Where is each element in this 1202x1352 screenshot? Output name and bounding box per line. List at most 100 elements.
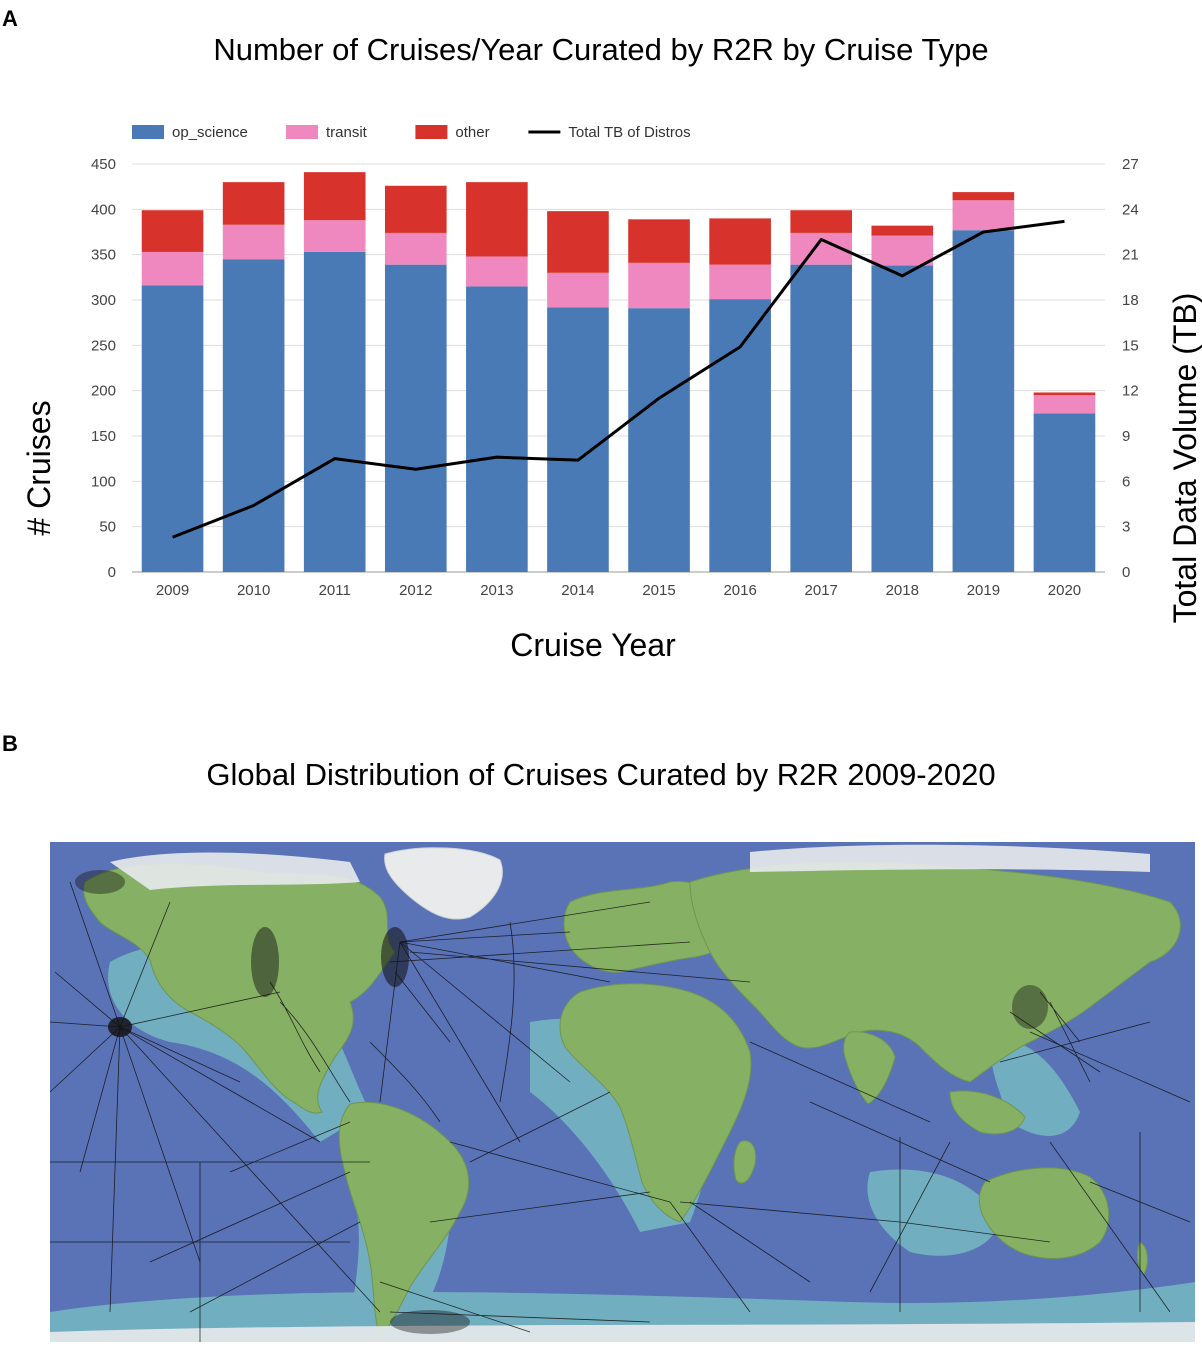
bar-op_science-2011 <box>303 251 366 573</box>
bar-transit-2010 <box>222 224 285 260</box>
x-tick-label: 2015 <box>642 582 675 599</box>
greenland <box>384 847 503 920</box>
bar-op_science-2010 <box>222 259 285 572</box>
cruise-tracks <box>50 881 1191 1342</box>
x-tick-label: 2018 <box>886 582 919 599</box>
bar-other-2010 <box>222 182 285 225</box>
y-tick-label: 150 <box>91 428 116 445</box>
line-series <box>171 219 1065 539</box>
legend-swatch-op_science <box>132 125 164 139</box>
x-axis-ticks: 2009 2010 2011 2012 2013 2014 2015 2016 2017 2018… <box>156 582 1081 599</box>
grid-lines <box>132 163 1105 573</box>
left-axis-ticks: 0 50 100 150 200 250 300 350 400 450 <box>91 156 116 581</box>
bar-transit-2015 <box>628 262 690 309</box>
x-tick-label: 2011 <box>319 582 351 599</box>
bar-op_science-2019 <box>952 230 1015 573</box>
bar-other-2015 <box>628 219 690 263</box>
bar-transit-2012 <box>384 232 447 265</box>
bar-other-2016 <box>709 218 771 265</box>
dense-track-clusters <box>75 870 1048 1334</box>
bar-other-2017 <box>790 210 853 233</box>
y-axis-title: # Cruises <box>21 400 57 535</box>
bar-transit-2018 <box>871 235 934 266</box>
legend-swatch-transit <box>286 125 318 139</box>
bar-other-2011 <box>303 172 366 221</box>
y-tick-label: 300 <box>91 292 116 309</box>
x-tick-label: 2012 <box>399 582 432 599</box>
legend-label-transit: transit <box>326 124 368 141</box>
bar-transit-2011 <box>303 220 366 252</box>
bar-other-2009 <box>141 210 204 252</box>
y2-tick-label: 18 <box>1122 292 1139 309</box>
india <box>843 1031 896 1105</box>
chart-title: Number of Cruises/Year Curated by R2R by… <box>213 32 989 67</box>
bar-transit-2009 <box>141 251 204 286</box>
bar-op_science-2009 <box>141 285 204 572</box>
right-axis-ticks: 0 3 6 9 12 15 18 21 24 27 <box>1122 156 1139 581</box>
y2-tick-label: 0 <box>1122 564 1130 581</box>
panel-letter-a: A <box>2 6 18 31</box>
bar-op_science-2012 <box>384 264 447 572</box>
panel-letter-b: B <box>2 731 18 756</box>
bars <box>141 172 1096 573</box>
bar-op_science-2016 <box>709 299 771 572</box>
legend-label-other: other <box>455 124 489 141</box>
bar-transit-2016 <box>709 264 771 300</box>
bar-op_science-2015 <box>628 308 690 572</box>
asia <box>689 861 1181 1083</box>
y-tick-label: 400 <box>91 201 116 218</box>
y2-tick-label: 24 <box>1122 201 1139 218</box>
y-tick-label: 100 <box>91 473 116 490</box>
x-tick-label: 2016 <box>723 582 756 599</box>
y2-tick-label: 15 <box>1122 337 1139 354</box>
y-tick-label: 450 <box>91 156 116 173</box>
bar-op_science-2020 <box>1033 413 1096 572</box>
x-tick-label: 2020 <box>1048 582 1081 599</box>
y-tick-label: 250 <box>91 337 116 354</box>
y2-axis-title: Total Data Volume (TB) <box>1167 293 1202 624</box>
bar-other-2013 <box>466 182 528 257</box>
bar-transit-2013 <box>466 256 528 287</box>
legend-swatch-other <box>415 125 448 139</box>
bar-other-2020 <box>1033 392 1096 396</box>
x-axis-title: Cruise Year <box>510 627 676 663</box>
y-tick-label: 350 <box>91 247 116 264</box>
legend: op_science transit other Total TB of Distro… <box>132 124 691 141</box>
legend-label-op_science: op_science <box>172 124 248 141</box>
y2-tick-label: 6 <box>1122 473 1130 490</box>
y2-tick-label: 27 <box>1122 156 1139 173</box>
y2-tick-label: 9 <box>1122 428 1130 445</box>
x-tick-label: 2017 <box>805 582 838 599</box>
bar-other-2018 <box>871 225 934 236</box>
line-total-tb <box>171 219 1065 539</box>
africa <box>559 983 752 1223</box>
bar-op_science-2018 <box>871 265 934 572</box>
bar-chart: op_science transit other Total TB of Distro… <box>21 124 1202 663</box>
y2-tick-label: 3 <box>1122 519 1130 536</box>
map-title: Global Distribution of Cruises Curated b… <box>206 757 996 792</box>
x-tick-label: 2010 <box>237 582 270 599</box>
bar-op_science-2014 <box>547 307 609 572</box>
bar-other-2012 <box>384 185 447 233</box>
y-tick-label: 0 <box>108 564 116 581</box>
bar-other-2019 <box>952 192 1015 201</box>
y2-tick-label: 12 <box>1122 383 1139 400</box>
x-tick-label: 2014 <box>561 582 594 599</box>
ice-caps <box>50 844 1195 1342</box>
madagascar <box>733 1140 757 1184</box>
bar-op_science-2013 <box>466 286 528 572</box>
y-tick-label: 200 <box>91 383 116 400</box>
bar-transit-2020 <box>1033 395 1096 414</box>
world-map <box>50 842 1195 1342</box>
bar-transit-2014 <box>547 272 609 308</box>
bar-op_science-2017 <box>790 264 853 572</box>
legend-label-line: Total TB of Distros <box>568 124 690 141</box>
land-masses <box>83 847 1181 1338</box>
x-tick-label: 2009 <box>156 582 189 599</box>
x-tick-label: 2019 <box>967 582 1000 599</box>
australia <box>978 1167 1110 1259</box>
y2-tick-label: 21 <box>1122 247 1139 264</box>
y-tick-label: 50 <box>99 519 116 536</box>
southeast-asia <box>949 1090 1026 1135</box>
x-tick-label: 2013 <box>480 582 513 599</box>
